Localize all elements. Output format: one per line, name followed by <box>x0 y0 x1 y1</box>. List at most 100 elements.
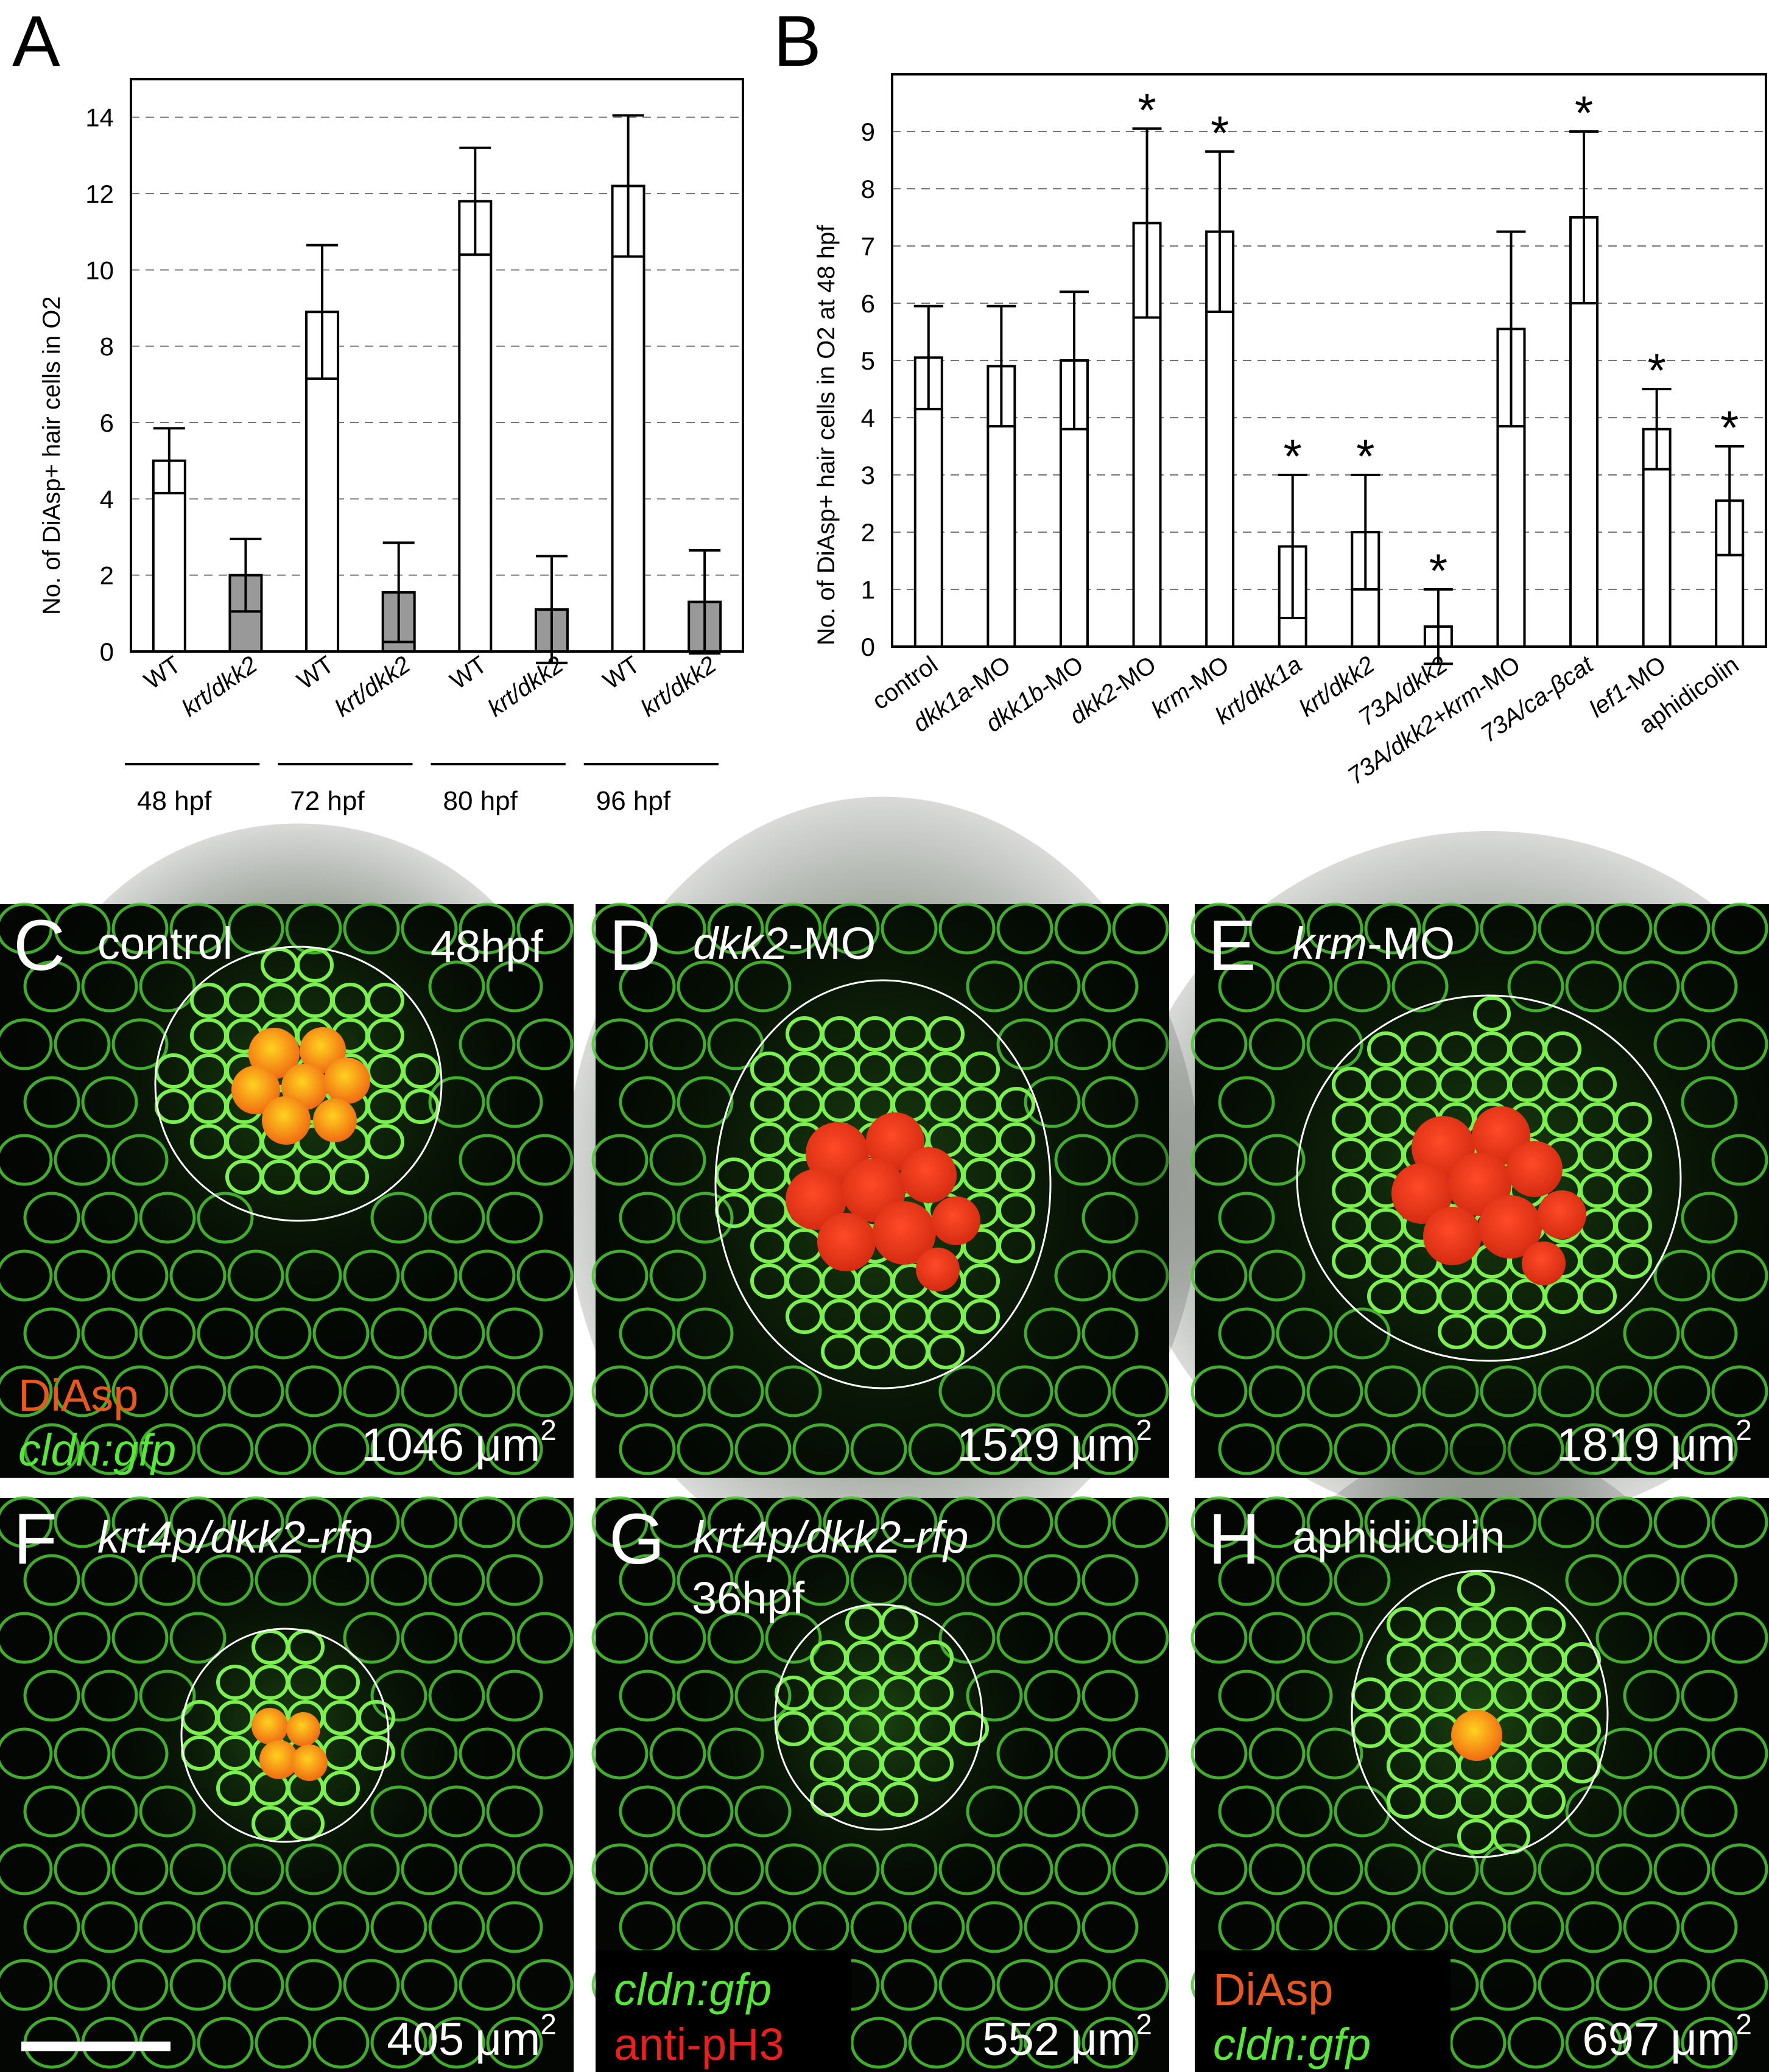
b-significance-star: * <box>1211 106 1229 160</box>
b-y-tick-label: 9 <box>861 118 875 146</box>
b-significance-star: * <box>1284 429 1302 483</box>
a-error-bar <box>612 114 644 258</box>
legend-box <box>596 1950 851 2072</box>
b-error-bar <box>1496 230 1526 428</box>
b-y-tick-label: 5 <box>861 346 875 375</box>
organ-outline <box>1351 1570 1609 1858</box>
a-group-label: 72 hpf <box>290 786 365 816</box>
title-text: control <box>97 918 233 969</box>
stage-label: 36hpf <box>692 1573 805 1623</box>
hair-cell <box>1479 1195 1542 1259</box>
panel-a: A 0 2 4 6 8 10 12 14 No. of DiAsp+ hair cells i… <box>12 1 744 816</box>
stage-label: 48hpf <box>431 921 544 972</box>
legend-box <box>1195 1950 1451 2072</box>
hair-cell <box>231 1066 280 1114</box>
panel-letter-g: G <box>609 1499 665 1579</box>
a-category-label: krt/dkk2 <box>177 651 262 722</box>
scale-bar <box>21 2042 171 2051</box>
area-unit: μm <box>1071 2014 1136 2065</box>
b-significance-star: * <box>1138 83 1156 136</box>
area-exponent: 2 <box>1136 2009 1152 2041</box>
area-label: 1046 μm2 <box>361 1414 557 1471</box>
b-error-bar <box>1132 127 1162 319</box>
title-text: aphidicolin <box>1292 1512 1505 1562</box>
title-text: -MO <box>1367 918 1455 969</box>
area-label: 1529 μm2 <box>957 1414 1152 1471</box>
b-y-axis-label: No. of DiAsp+ hair cells in O2 at 48 hpf <box>813 225 840 645</box>
cell-membrane-network <box>1190 902 1768 1475</box>
a-group-label: 96 hpf <box>596 786 671 816</box>
legend-label: cldn:gfp <box>1213 2019 1371 2070</box>
hair-cell <box>251 1708 288 1744</box>
panel-letter-e: E <box>1208 905 1256 986</box>
b-error-bar <box>913 304 943 410</box>
b-significance-star: * <box>1575 86 1593 139</box>
hair-cell <box>786 1169 846 1230</box>
b-y-tick-label: 0 <box>861 633 875 661</box>
cell-membrane-network <box>591 902 1169 1475</box>
a-error-bar <box>382 541 415 644</box>
organ-outline <box>774 1603 983 1831</box>
area-value: 1529 <box>957 1419 1060 1471</box>
cell-membrane-network <box>0 1496 574 2069</box>
legend-label: DiAsp <box>1213 1964 1333 2015</box>
micrograph-title: control <box>97 918 233 969</box>
b-error-bar <box>1715 445 1745 557</box>
b-error-bar <box>1351 474 1380 591</box>
hair-cell <box>873 1201 936 1265</box>
panel-b: B * * * * * * * * 0 1 2 3 4 5 6 7 8 9 No. of DiAsp+ hair… <box>773 1 1767 790</box>
b-plot-frame <box>891 73 1767 648</box>
area-value: 405 <box>387 2014 464 2065</box>
hair-cell <box>1423 1207 1482 1265</box>
b-error-bar <box>1205 150 1235 314</box>
cell-membrane-network <box>0 902 574 1475</box>
area-exponent: 2 <box>540 2009 557 2041</box>
a-error-bar <box>230 538 262 613</box>
b-y-tick-label: 3 <box>861 461 875 490</box>
b-y-tick-label: 4 <box>861 404 875 432</box>
hair-cell <box>1522 1241 1566 1285</box>
a-error-bar <box>153 427 185 494</box>
b-y-tick-label: 7 <box>861 232 875 261</box>
panel-letter-d: D <box>609 905 661 986</box>
area-unit: μm <box>475 2014 540 2065</box>
a-category-label: WT <box>445 651 491 695</box>
hair-cell <box>248 1028 300 1079</box>
a-error-bar <box>689 549 721 655</box>
title-italic: krm <box>1292 918 1367 969</box>
organ-outline <box>1296 994 1682 1362</box>
hair-cells <box>1391 1106 1586 1285</box>
hair-cells <box>1451 1710 1502 1761</box>
a-category-label: WT <box>599 651 645 695</box>
area-unit: μm <box>475 1419 540 1471</box>
hair-cell <box>817 1213 876 1271</box>
panel-letter-f: F <box>13 1499 57 1579</box>
micrograph-title: krt4p/dkk2-rfp <box>693 1512 968 1562</box>
b-y-ticks: 0 1 2 3 4 5 6 7 8 9 <box>861 118 875 661</box>
a-y-tick-label: 0 <box>100 637 114 666</box>
hair-cell <box>313 1098 357 1142</box>
b-category-labels: controldkk1a-MOdkk1b-MOdkk2-MOkrm-MOkrt/… <box>867 650 1743 790</box>
area-value: 697 <box>1582 2014 1659 2065</box>
b-y-tick-label: 1 <box>861 575 875 604</box>
a-bars <box>152 114 722 664</box>
title-text: -MO <box>788 918 876 969</box>
area-value: 1046 <box>361 1419 464 1471</box>
hair-cells <box>786 1112 980 1291</box>
a-category-label: krt/dkk2 <box>636 651 721 722</box>
neuromast-cells <box>1351 1572 1601 1854</box>
a-y-ticks: 0 2 4 6 8 10 12 14 <box>85 104 114 666</box>
tissue-haze <box>682 1503 1075 1931</box>
b-error-bar <box>986 304 1016 428</box>
a-group-label: 80 hpf <box>443 786 518 816</box>
hair-cell <box>1451 1710 1502 1761</box>
area-label: 405 μm2 <box>387 2009 557 2065</box>
a-error-bar <box>535 555 568 664</box>
a-y-tick-label: 8 <box>100 332 114 361</box>
neuromast-cells <box>181 1629 395 1841</box>
hair-cell <box>1538 1190 1586 1239</box>
